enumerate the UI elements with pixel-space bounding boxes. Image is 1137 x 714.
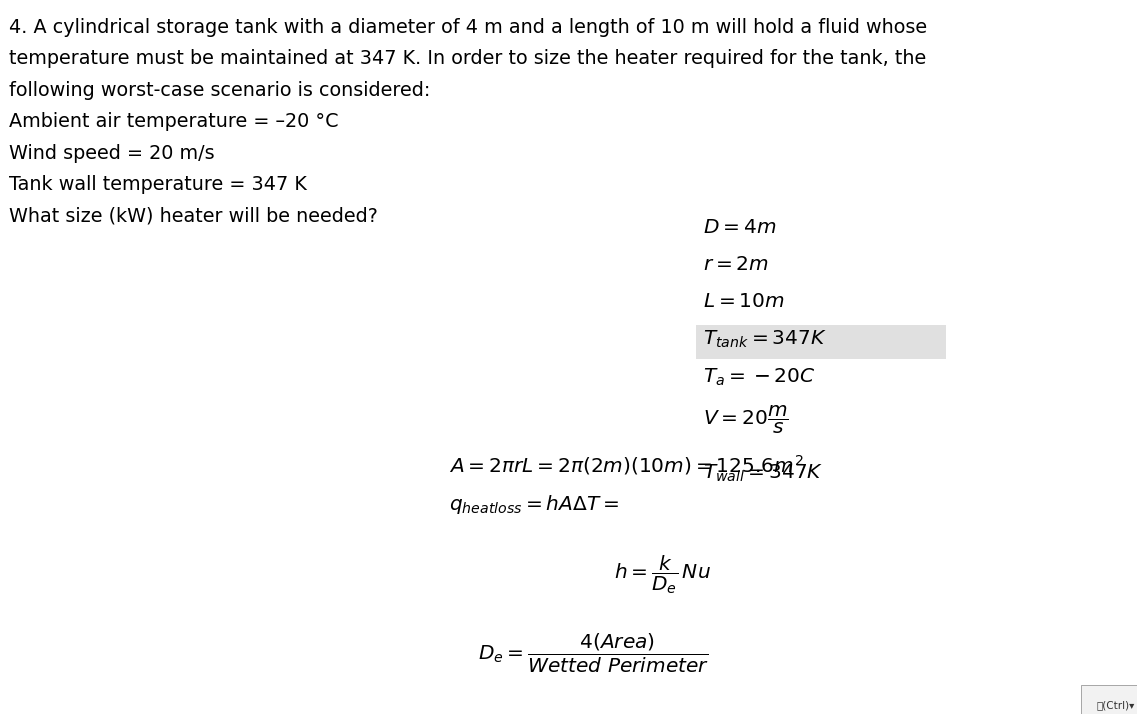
Text: What size (kW) heater will be needed?: What size (kW) heater will be needed? [9,206,377,226]
Text: 📋(Ctrl)▾: 📋(Ctrl)▾ [1096,700,1135,710]
Text: $T_{wall} = 347K$: $T_{wall} = 347K$ [703,463,823,484]
FancyBboxPatch shape [696,325,946,359]
Text: Wind speed = 20 m/s: Wind speed = 20 m/s [9,144,215,163]
Text: $D_e = \dfrac{4(Area)}{Wetted\ Perimeter}$: $D_e = \dfrac{4(Area)}{Wetted\ Perimeter… [478,632,708,675]
Text: $D = 4m$: $D = 4m$ [703,218,775,237]
Text: $h = \dfrac{k}{D_e}\,Nu$: $h = \dfrac{k}{D_e}\,Nu$ [614,553,711,596]
Text: $T_{tank} = 347K$: $T_{tank} = 347K$ [703,329,827,351]
Text: $r = 2m$: $r = 2m$ [703,255,769,274]
Text: $A = 2\pi rL = 2\pi(2m)(10m) = 125.6m^2$: $A = 2\pi rL = 2\pi(2m)(10m) = 125.6m^2$ [449,453,804,477]
Text: $q_{heatloss} = h A \Delta T =$: $q_{heatloss} = h A \Delta T =$ [449,493,620,516]
Text: temperature must be maintained at 347 K. In order to size the heater required fo: temperature must be maintained at 347 K.… [9,49,927,69]
Text: 4. A cylindrical storage tank with a diameter of 4 m and a length of 10 m will h: 4. A cylindrical storage tank with a dia… [9,18,927,37]
Text: following worst-case scenario is considered:: following worst-case scenario is conside… [9,81,431,100]
Text: Ambient air temperature = –20 °C: Ambient air temperature = –20 °C [9,112,339,131]
Text: $L = 10m$: $L = 10m$ [703,292,785,311]
Text: $V = 20\dfrac{m}{s}$: $V = 20\dfrac{m}{s}$ [703,403,788,436]
Text: $T_a = -20C$: $T_a = -20C$ [703,366,815,388]
Text: Tank wall temperature = 347 K: Tank wall temperature = 347 K [9,175,307,194]
